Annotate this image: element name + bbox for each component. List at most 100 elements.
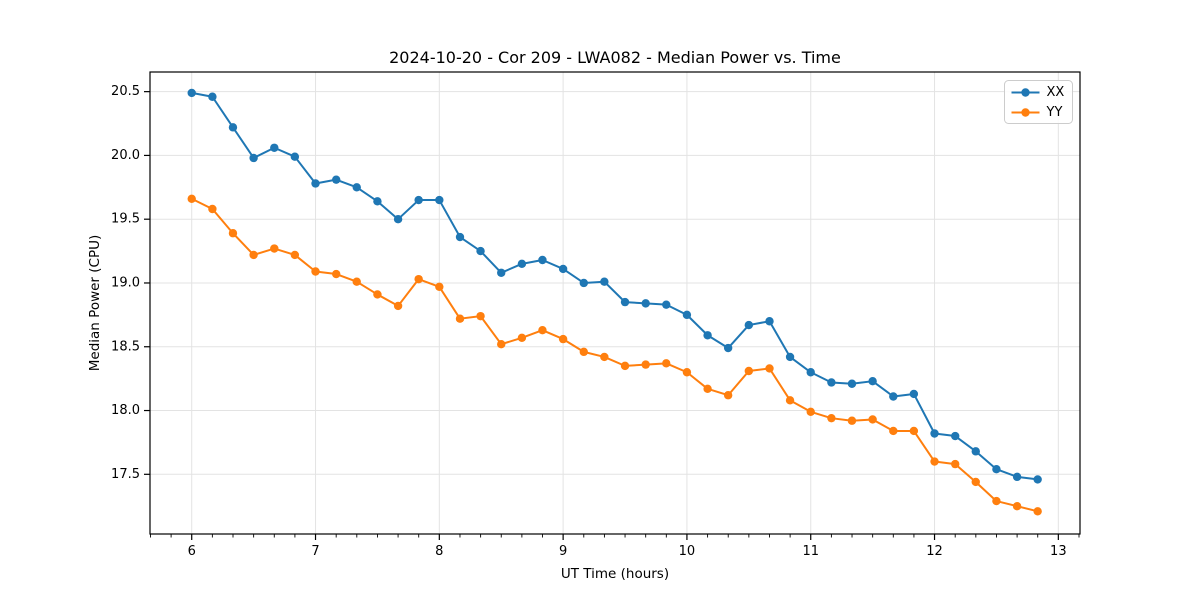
series-xx-marker — [228, 123, 238, 132]
series-xx-marker — [723, 343, 733, 353]
series-xx-marker — [187, 88, 196, 98]
legend-item-xx: XX — [1011, 85, 1065, 100]
series-xx-marker — [1012, 472, 1022, 482]
series-xx-marker — [455, 232, 465, 242]
chart-title: 2024-10-20 - Cor 209 - LWA082 - Median P… — [389, 48, 841, 67]
series-xx-marker — [249, 153, 258, 163]
y-tick-label: 18.5 — [111, 339, 140, 354]
series-xx-marker — [620, 297, 630, 307]
series-xx-marker — [270, 143, 279, 152]
series-yy-marker — [476, 311, 485, 321]
grid — [150, 72, 1080, 534]
series-xx-marker — [909, 389, 919, 399]
x-tick-label: 6 — [188, 544, 196, 559]
series-yy-marker — [827, 413, 836, 423]
series-yy-marker — [1033, 507, 1042, 516]
series-yy-marker — [538, 325, 547, 335]
legend-marker-yy-icon — [1021, 108, 1030, 117]
series-yy-marker — [703, 384, 712, 394]
series-yy-marker — [332, 269, 341, 279]
series-xx-marker — [290, 152, 300, 161]
series-yy-marker — [682, 368, 692, 377]
series-xx-marker — [847, 379, 857, 388]
series-xx-marker — [971, 447, 980, 456]
x-tick-label: 9 — [559, 544, 567, 559]
series-xx-marker — [600, 277, 609, 286]
series-xx — [187, 88, 1042, 484]
series-xx-marker — [538, 255, 547, 265]
series-xx-marker — [311, 179, 320, 188]
series-yy-marker — [1012, 501, 1022, 511]
series-xx-marker — [785, 352, 795, 362]
series-yy-marker — [889, 426, 898, 436]
x-tick-label: 13 — [1050, 544, 1067, 559]
series-xx-marker — [992, 465, 1001, 474]
series-yy-marker — [435, 282, 444, 291]
series-yy-marker — [992, 496, 1001, 506]
series-yy-marker — [393, 301, 403, 311]
series-yy-marker — [249, 250, 258, 260]
series-xx-line — [191, 91, 1038, 481]
legend-label-yy: YY — [1046, 105, 1063, 120]
series-xx-marker — [332, 175, 341, 184]
series-xx-marker — [682, 310, 692, 320]
series-xx-marker — [744, 320, 754, 330]
series — [187, 88, 1042, 516]
series-xx-marker — [476, 246, 485, 256]
series-yy-marker — [517, 333, 527, 343]
series-yy-marker — [208, 204, 217, 214]
series-xx-marker — [930, 429, 939, 438]
series-yy-marker — [641, 360, 650, 369]
legend-label-xx: XX — [1047, 85, 1065, 100]
series-xx-marker — [497, 268, 506, 277]
series-xx-marker — [517, 259, 527, 269]
series-xx-marker — [435, 195, 444, 205]
axes: 6 7 8 9 10 11 12 13 17.5 18.0 18.5 19.0 19.5 20.0 20.5 — [111, 71, 1081, 559]
series-xx-marker — [889, 392, 898, 401]
series-yy-marker — [228, 229, 238, 238]
series-yy-marker — [373, 290, 382, 299]
series-yy-marker — [868, 415, 877, 424]
x-tick-label: 7 — [311, 544, 319, 559]
series-yy-marker — [785, 396, 795, 405]
series-xx-marker — [208, 92, 217, 101]
series-yy-marker — [971, 477, 980, 487]
series-yy-marker — [187, 194, 196, 203]
series-yy-marker — [930, 457, 939, 466]
series-yy-marker — [620, 361, 630, 371]
series-yy-marker — [600, 352, 609, 362]
y-tick-label: 17.5 — [111, 467, 140, 482]
series-yy-marker — [579, 347, 588, 357]
x-tick-label: 12 — [926, 544, 943, 559]
series-xx-marker — [765, 317, 774, 326]
series-xx-marker — [662, 300, 671, 309]
plot-area-border — [149, 71, 1081, 535]
legend: XX YY — [1004, 80, 1073, 124]
series-yy-marker — [270, 244, 279, 253]
series-yy-marker — [662, 359, 671, 368]
series-yy-marker — [311, 267, 320, 276]
series-xx-marker — [951, 431, 960, 441]
series-xx-marker — [352, 183, 361, 192]
series-xx-marker — [827, 378, 836, 387]
x-tick-label: 10 — [679, 544, 696, 559]
series-xx-marker — [703, 331, 712, 340]
series-yy — [187, 194, 1042, 516]
y-axis-label: Median Power (CPU) — [87, 235, 103, 371]
series-xx-marker — [868, 376, 877, 386]
legend-item-yy: YY — [1011, 105, 1063, 120]
series-yy-marker — [497, 340, 506, 349]
series-xx-marker — [579, 278, 588, 288]
series-yy-marker — [951, 459, 960, 469]
series-yy-marker — [744, 366, 754, 376]
series-yy-marker — [558, 334, 568, 344]
series-yy-marker — [414, 274, 423, 284]
x-tick-label: 11 — [802, 544, 819, 559]
series-xx-marker — [373, 197, 382, 206]
series-xx-marker — [806, 368, 815, 377]
legend-marker-xx-icon — [1021, 88, 1030, 97]
series-yy-marker — [806, 407, 815, 416]
series-yy-marker — [455, 314, 465, 323]
